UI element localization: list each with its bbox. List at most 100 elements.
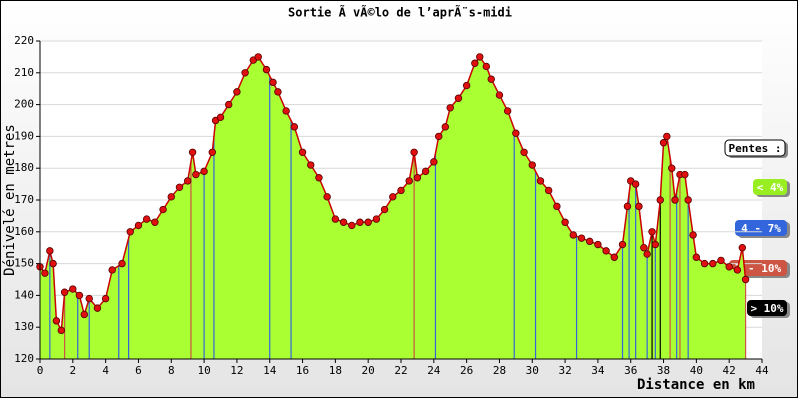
point <box>413 174 422 182</box>
point <box>389 193 397 201</box>
point <box>282 107 290 115</box>
legend-label: < 4% <box>757 181 784 194</box>
point <box>602 247 610 255</box>
legend-box <box>724 139 786 157</box>
point <box>274 88 282 96</box>
x-tick-label: 8 <box>168 364 175 377</box>
point <box>323 193 331 201</box>
point <box>254 53 262 61</box>
point <box>57 326 66 335</box>
point <box>663 132 671 141</box>
point <box>159 205 167 214</box>
point <box>142 215 151 223</box>
point <box>741 275 750 284</box>
x-tick-label: 44 <box>755 364 769 377</box>
point <box>52 317 61 325</box>
point <box>671 196 679 204</box>
point <box>372 215 381 223</box>
point <box>290 123 299 131</box>
point <box>126 228 134 236</box>
x-tick-label: 12 <box>230 364 243 377</box>
point <box>692 253 701 261</box>
legend-box <box>747 300 787 316</box>
point <box>610 253 619 261</box>
point <box>631 180 640 188</box>
point <box>183 177 192 185</box>
x-tick-label: 6 <box>135 364 142 377</box>
point <box>435 132 443 141</box>
legend-label: 7 - 10% <box>735 262 782 275</box>
legend-label: Pentes : <box>729 142 782 155</box>
x-tick-label: 22 <box>394 364 407 377</box>
point <box>167 193 175 201</box>
y-tick-label: 170 <box>14 193 34 206</box>
point <box>709 259 717 268</box>
point <box>356 218 364 226</box>
x-tick-label: 14 <box>263 364 277 377</box>
point <box>108 266 116 274</box>
point <box>446 104 454 112</box>
y-tick-label: 150 <box>14 257 34 270</box>
point <box>421 167 430 176</box>
point <box>241 69 249 77</box>
point <box>648 228 656 236</box>
x-tick-label: 38 <box>657 364 670 377</box>
point <box>410 148 418 156</box>
x-tick-label: 36 <box>624 364 637 377</box>
point <box>93 304 102 312</box>
point <box>262 65 271 74</box>
x-tick-label: 32 <box>558 364 571 377</box>
point <box>643 250 651 258</box>
point <box>733 266 742 274</box>
point <box>216 113 225 122</box>
legend-label: 4 - 7% <box>741 222 781 235</box>
point <box>348 221 356 230</box>
x-tick-label: 34 <box>591 364 605 377</box>
point <box>717 256 725 265</box>
point <box>200 167 208 176</box>
x-tick-label: 2 <box>70 364 77 377</box>
point <box>134 221 143 230</box>
point <box>503 107 512 115</box>
x-tick-label: 30 <box>526 364 539 377</box>
point <box>175 183 184 191</box>
point <box>689 231 697 239</box>
point <box>482 62 491 71</box>
x-tick-label: 28 <box>493 364 506 377</box>
point <box>118 259 126 268</box>
point <box>569 231 577 239</box>
point <box>495 91 504 99</box>
point <box>85 294 93 303</box>
point <box>561 218 569 226</box>
point <box>577 234 586 242</box>
point <box>101 294 110 303</box>
point <box>528 161 536 169</box>
point <box>520 148 528 156</box>
y-tick-label: 140 <box>14 288 34 301</box>
point <box>380 205 389 214</box>
y-tick-label: 160 <box>14 225 34 238</box>
point <box>307 161 315 169</box>
point <box>640 243 648 252</box>
point <box>681 170 689 179</box>
y-axis-label: Dénivelé en metres <box>2 124 18 276</box>
point <box>618 240 627 249</box>
point <box>69 285 77 293</box>
point <box>536 177 545 185</box>
point <box>225 100 233 109</box>
point <box>298 148 307 156</box>
point <box>544 186 553 195</box>
point <box>586 237 594 246</box>
legend-box <box>753 179 787 195</box>
point <box>41 269 49 277</box>
x-tick-label: 10 <box>197 364 210 377</box>
x-tick-label: 18 <box>329 364 342 377</box>
point <box>659 139 668 147</box>
y-tick-label: 220 <box>14 34 34 47</box>
point <box>471 59 479 67</box>
y-tick-label: 120 <box>14 352 34 365</box>
point <box>49 259 57 268</box>
point <box>60 288 69 296</box>
x-tick-label: 40 <box>690 364 703 377</box>
